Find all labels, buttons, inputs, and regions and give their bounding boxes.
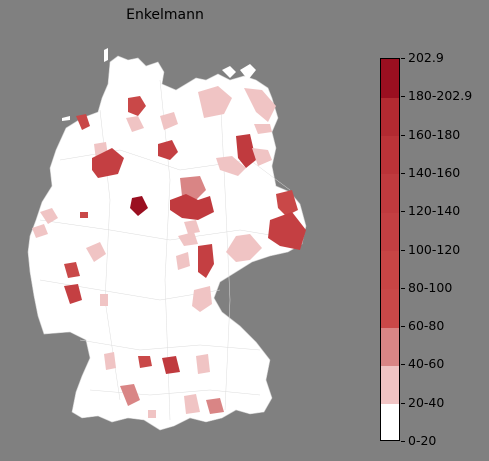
island <box>240 64 256 80</box>
region <box>206 398 224 414</box>
colorbar-segment <box>381 288 399 328</box>
region <box>216 156 246 176</box>
region <box>130 196 148 216</box>
island <box>104 48 108 62</box>
germany-choropleth-map <box>27 48 307 431</box>
island <box>62 116 70 121</box>
colorbar-segment <box>381 365 399 405</box>
colorbar-label: 0-20 <box>408 433 437 448</box>
map-title: Enkelmann <box>126 7 204 23</box>
region <box>196 354 210 374</box>
colorbar-tick <box>401 172 405 174</box>
colorbar-segment <box>381 59 399 98</box>
colorbar-tick <box>401 441 405 442</box>
region <box>192 286 212 312</box>
region <box>128 96 146 116</box>
island <box>222 66 236 78</box>
region <box>236 134 256 168</box>
region <box>40 208 58 224</box>
region <box>170 194 214 220</box>
region <box>100 294 108 306</box>
colorbar-tick <box>401 402 405 404</box>
region <box>64 262 80 278</box>
region <box>180 176 206 200</box>
region <box>104 352 116 370</box>
colorbar-label: 60-80 <box>408 318 445 334</box>
region <box>80 212 88 218</box>
colorbar-segment <box>381 173 399 213</box>
region <box>276 190 298 216</box>
colorbar-segment <box>381 327 399 366</box>
region <box>254 124 272 134</box>
region <box>160 112 178 130</box>
colorbar-tick <box>401 364 405 366</box>
colorbar-tick <box>401 134 405 136</box>
colorbar-segment <box>381 250 399 290</box>
region <box>138 356 152 368</box>
colorbar-label: 20-40 <box>408 394 445 410</box>
colorbar-tick <box>401 326 405 328</box>
region <box>184 394 200 414</box>
region <box>92 148 124 178</box>
colorbar <box>380 58 400 441</box>
region <box>126 116 144 132</box>
region <box>32 224 48 238</box>
region <box>148 410 156 418</box>
region <box>158 140 178 160</box>
colorbar-tick <box>401 58 405 59</box>
colorbar-label: 120-140 <box>408 203 461 219</box>
colorbar-tick <box>401 211 405 213</box>
colorbar-segment <box>381 135 399 175</box>
colorbar-label: 140-160 <box>408 164 461 180</box>
colorbar-tick <box>401 287 405 289</box>
colorbar-tick <box>401 96 405 98</box>
colorbar-segment <box>381 97 399 137</box>
region <box>162 356 180 374</box>
colorbar-tick <box>401 249 405 251</box>
region <box>86 242 106 262</box>
colorbar-segment <box>381 212 399 251</box>
colorbar-label: 100-120 <box>408 241 461 257</box>
region <box>226 234 262 262</box>
colorbar-label: 160-180 <box>408 126 461 142</box>
region <box>64 284 82 304</box>
region <box>178 232 198 246</box>
region <box>120 384 140 406</box>
colorbar-segment <box>381 403 399 440</box>
region <box>252 148 272 166</box>
colorbar-label: 202.9 <box>408 50 444 65</box>
colorbar-label: 40-60 <box>408 356 445 372</box>
region <box>198 86 232 118</box>
region <box>268 212 306 250</box>
region <box>244 88 276 122</box>
colorbar-label: 180-202.9 <box>408 88 473 104</box>
region <box>198 244 214 278</box>
region <box>76 114 90 130</box>
colorbar-label: 80-100 <box>408 279 453 295</box>
region <box>176 252 190 270</box>
region <box>184 220 200 234</box>
